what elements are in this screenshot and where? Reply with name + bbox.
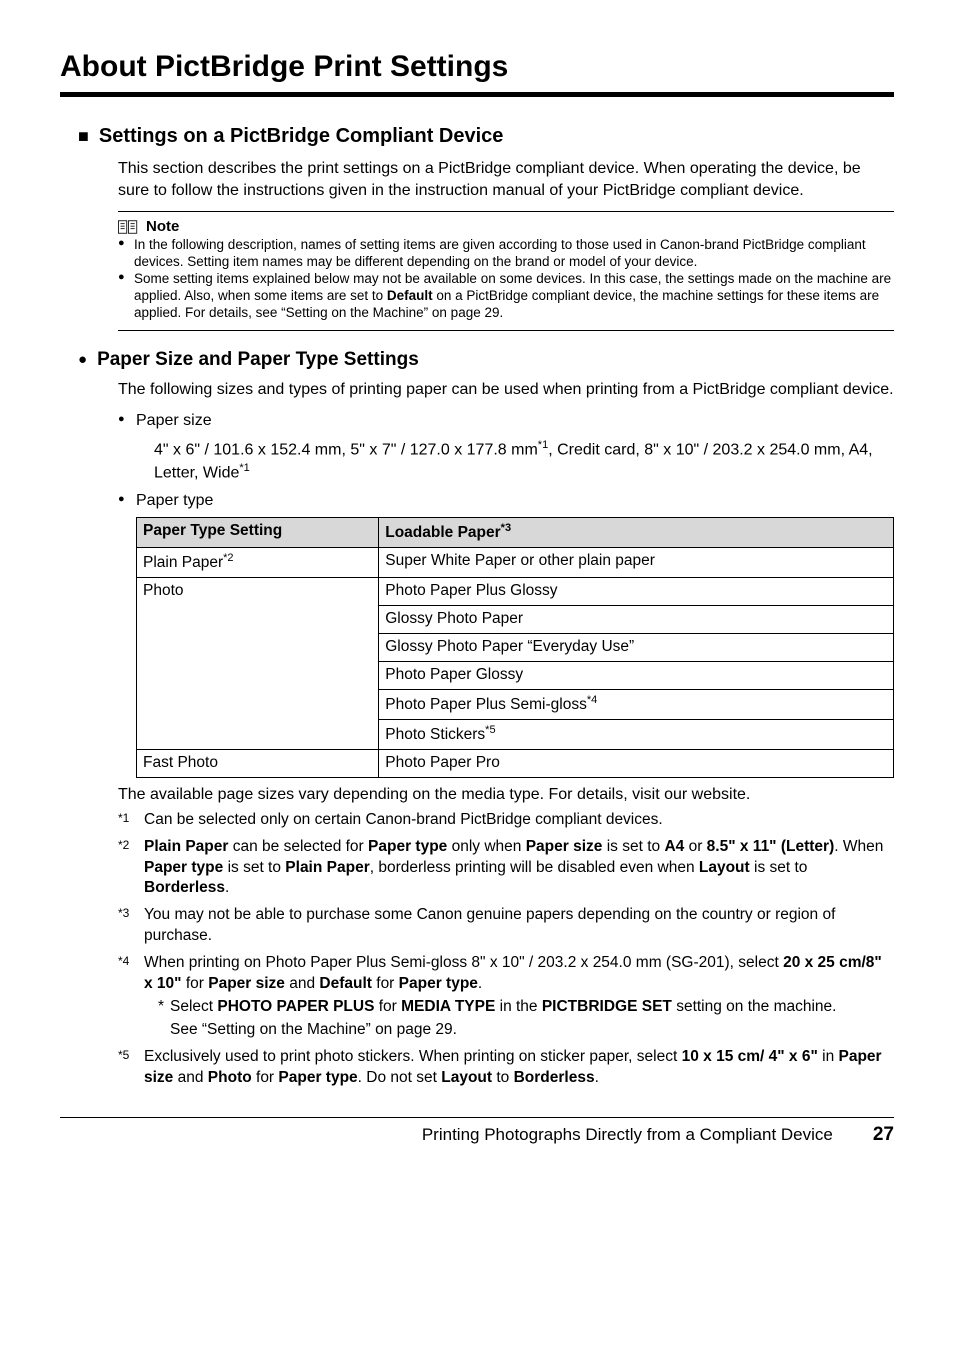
paper-table-body: Plain Paper*2Super White Paper or other …: [137, 548, 894, 778]
paper-size-label: Paper size: [136, 412, 212, 429]
footnote-text: Plain Paper can be selected for Paper ty…: [144, 838, 883, 897]
footnote-item: *3 You may not be able to purchase some C…: [118, 905, 894, 947]
footnote-mark: *2: [118, 837, 129, 853]
section-heading-settings: ■ Settings on a PictBridge Compliant Dev…: [78, 125, 894, 148]
th-paper-type: Paper Type Setting: [137, 518, 379, 548]
footnote-subtext: See “Setting on the Machine” on page 29.: [170, 1020, 894, 1041]
cell-loadable: Glossy Photo Paper: [379, 606, 894, 634]
th-loadable: Loadable Paper*3: [379, 518, 894, 548]
cell-paper-type: Photo: [137, 578, 379, 750]
table-row: Fast PhotoPhoto Paper Pro: [137, 750, 894, 778]
cell-loadable: Photo Stickers*5: [379, 720, 894, 750]
table-row: PhotoPhoto Paper Plus Glossy: [137, 578, 894, 606]
footnote-item: *5 Exclusively used to print photo sticke…: [118, 1047, 894, 1089]
page-footer: Printing Photographs Directly from a Com…: [60, 1117, 894, 1146]
bullet-icon: ●: [78, 351, 87, 368]
cell-paper-type: Fast Photo: [137, 750, 379, 778]
page-title: About PictBridge Print Settings: [60, 50, 894, 84]
title-rule: [60, 92, 894, 97]
paper-type-table: Paper Type Setting Loadable Paper*3 Plai…: [136, 517, 894, 778]
section-heading-text: Settings on a PictBridge Compliant Devic…: [99, 125, 504, 148]
footnote-mark: *3: [118, 905, 129, 921]
after-table-note: The available page sizes vary depending …: [118, 784, 894, 806]
cell-loadable: Photo Paper Plus Glossy: [379, 578, 894, 606]
footer-text: Printing Photographs Directly from a Com…: [422, 1125, 833, 1145]
paper-type-label: Paper type: [136, 492, 213, 509]
paper-bullets: Paper size 4" x 6" / 101.6 x 152.4 mm, 5…: [118, 410, 894, 778]
section1-intro: This section describes the print setting…: [118, 158, 894, 201]
footnote-text: Exclusively used to print photo stickers…: [144, 1048, 882, 1086]
footnote-list: *1 Can be selected only on certain Canon-…: [118, 810, 894, 1089]
cell-loadable: Photo Paper Glossy: [379, 662, 894, 690]
cell-loadable: Super White Paper or other plain paper: [379, 548, 894, 578]
footnote-item: *1 Can be selected only on certain Canon-…: [118, 810, 894, 831]
table-row: Plain Paper*2Super White Paper or other …: [137, 548, 894, 578]
section2-intro: The following sizes and types of printin…: [118, 379, 894, 401]
note-box: Note In the following description, names…: [118, 211, 894, 330]
footnote-text: When printing on Photo Paper Plus Semi-g…: [144, 954, 882, 992]
square-bullet-icon: ■: [78, 126, 89, 147]
footer-page-number: 27: [873, 1124, 894, 1146]
note-item: In the following description, names of s…: [118, 237, 894, 271]
paper-size-bullet: Paper size 4" x 6" / 101.6 x 152.4 mm, 5…: [118, 410, 894, 483]
note-label: Note: [146, 218, 179, 235]
subsection-heading-text: Paper Size and Paper Type Settings: [97, 349, 419, 371]
footnote-item: *2 Plain Paper can be selected for Paper …: [118, 837, 894, 900]
cell-paper-type: Plain Paper*2: [137, 548, 379, 578]
footnote-subtext: Select PHOTO PAPER PLUS for MEDIA TYPE i…: [158, 997, 894, 1018]
footnote-text: Can be selected only on certain Canon-br…: [144, 811, 663, 828]
cell-loadable: Photo Paper Pro: [379, 750, 894, 778]
footnote-mark: *4: [118, 953, 129, 969]
footnote-text: You may not be able to purchase some Can…: [144, 906, 835, 944]
note-list: In the following description, names of s…: [118, 237, 894, 321]
paper-size-value: 4" x 6" / 101.6 x 152.4 mm, 5" x 7" / 12…: [154, 438, 894, 484]
note-icon: [118, 220, 138, 234]
footnote-item: *4 When printing on Photo Paper Plus Semi…: [118, 953, 894, 1041]
footnote-mark: *5: [118, 1047, 129, 1063]
paper-type-bullet: Paper type Paper Type Setting Loadable P…: [118, 490, 894, 779]
cell-loadable: Photo Paper Plus Semi-gloss*4: [379, 690, 894, 720]
subsection-heading-paper: ● Paper Size and Paper Type Settings: [78, 349, 894, 371]
cell-loadable: Glossy Photo Paper “Everyday Use”: [379, 634, 894, 662]
note-item: Some setting items explained below may n…: [118, 271, 894, 322]
footnote-mark: *1: [118, 810, 129, 826]
